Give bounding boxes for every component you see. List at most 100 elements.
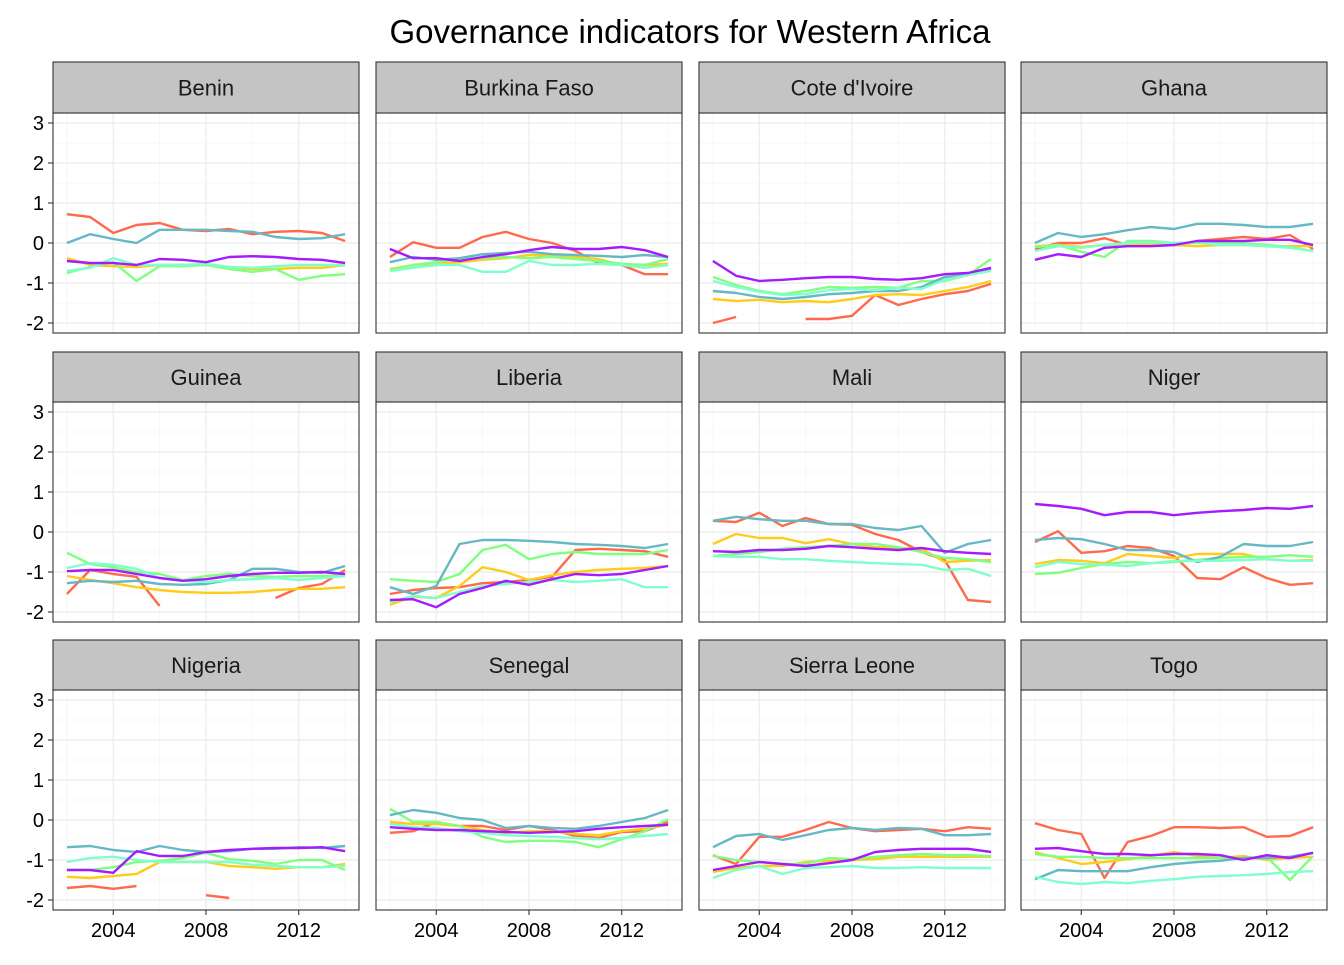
series-line-6 bbox=[1034, 502, 1314, 517]
y-tick-label: 3 bbox=[33, 113, 44, 135]
series-line-6 bbox=[1034, 846, 1314, 862]
y-tick-label: -2 bbox=[26, 602, 44, 624]
series-line-5 bbox=[712, 554, 992, 578]
facet-strip bbox=[1020, 61, 1328, 114]
facet-strip bbox=[375, 61, 683, 114]
series-line-1 bbox=[1034, 822, 1314, 880]
y-tick-label: 1 bbox=[33, 193, 44, 215]
y-tick-label: 1 bbox=[33, 770, 44, 792]
series-line-6 bbox=[66, 255, 346, 267]
facet-panel: Togo 2004 2008 2012 bbox=[1020, 639, 1328, 942]
series-line-2 bbox=[1034, 850, 1314, 866]
facet-panel: Liberia bbox=[375, 351, 683, 623]
x-tick-label: 2004 bbox=[414, 920, 459, 942]
facet-strip bbox=[1020, 351, 1328, 403]
series-line-1 bbox=[712, 282, 992, 325]
facet-strip-label: Ghana bbox=[1141, 76, 1208, 101]
series-line-5 bbox=[712, 864, 992, 880]
y-tick-label: 1 bbox=[33, 482, 44, 504]
series-line-4 bbox=[389, 250, 669, 264]
facet-strip-label: Niger bbox=[1148, 365, 1201, 390]
x-tick-label: 2008 bbox=[507, 920, 552, 942]
x-tick-label: 2004 bbox=[91, 920, 136, 942]
facet-strip bbox=[698, 639, 1006, 691]
y-tick-label: 0 bbox=[33, 233, 44, 255]
facet-panel: Guinea -2 -1 0 1 2 3 bbox=[26, 351, 360, 624]
chart-title: Governance indicators for Western Africa bbox=[390, 13, 992, 50]
facet-panel: Cote d'Ivoire bbox=[698, 61, 1006, 334]
series-line-4 bbox=[712, 267, 992, 301]
series-line-4 bbox=[389, 538, 669, 596]
series-line-2 bbox=[712, 279, 992, 304]
series-line-5 bbox=[389, 822, 669, 841]
x-tick-label: 2008 bbox=[184, 920, 229, 942]
series-line-1 bbox=[66, 884, 230, 900]
x-tick-label: 2012 bbox=[276, 920, 321, 942]
series-line-4 bbox=[66, 228, 346, 245]
facet-panel: Ghana bbox=[1020, 61, 1328, 334]
series-line-6 bbox=[712, 259, 992, 283]
facet-strip bbox=[52, 639, 360, 691]
x-tick-label: 2012 bbox=[922, 920, 967, 942]
x-tick-label: 2008 bbox=[830, 920, 875, 942]
facet-panel: Benin -2 -1 0 1 2 3 bbox=[26, 61, 360, 335]
facet-panel: Senegal 2004 2008 2012 bbox=[375, 639, 683, 942]
facet-strip-label: Mali bbox=[832, 365, 872, 390]
series-line-4 bbox=[1034, 851, 1314, 881]
x-tick-label: 2004 bbox=[1059, 920, 1104, 942]
series-line-3 bbox=[712, 542, 992, 564]
facet-strip bbox=[698, 61, 1006, 114]
y-tick-label: -2 bbox=[26, 313, 44, 335]
y-tick-label: 2 bbox=[33, 153, 44, 175]
facet-strip-label: Nigeria bbox=[171, 653, 241, 678]
series-line-6 bbox=[389, 823, 669, 834]
series-line-4 bbox=[1034, 222, 1314, 245]
y-tick-label: 3 bbox=[33, 402, 44, 424]
series-line-6 bbox=[712, 544, 992, 556]
series-line-5 bbox=[1034, 241, 1314, 253]
facet-strip-label: Togo bbox=[1150, 653, 1198, 678]
facet-strip-label: Guinea bbox=[171, 365, 243, 390]
y-tick-label: -1 bbox=[26, 273, 44, 295]
series-line-3 bbox=[389, 543, 669, 584]
series-line-6 bbox=[389, 245, 669, 263]
y-tick-label: 0 bbox=[33, 810, 44, 832]
x-tick-label: 2008 bbox=[1152, 920, 1197, 942]
series-line-5 bbox=[389, 578, 669, 604]
facet-panel: Sierra Leone 2004 2008 2012 bbox=[698, 639, 1006, 942]
series-line-5 bbox=[1034, 558, 1314, 569]
facet-panel: Mali bbox=[698, 351, 1006, 623]
series-line-5 bbox=[66, 257, 346, 273]
facet-panel: Nigeria -2 -1 0 1 2 3 2004 2008 2012 bbox=[26, 639, 360, 942]
y-tick-label: -1 bbox=[26, 850, 44, 872]
facet-strip bbox=[52, 61, 360, 114]
facet-strip bbox=[375, 639, 683, 691]
series-line-4 bbox=[712, 515, 992, 554]
facet-strip-label: Liberia bbox=[496, 365, 563, 390]
facet-panel: Niger bbox=[1020, 351, 1328, 623]
facet-strip bbox=[698, 351, 1006, 403]
series-line-4 bbox=[712, 826, 992, 849]
series-line-5 bbox=[389, 259, 669, 273]
facet-strip-label: Burkina Faso bbox=[464, 76, 594, 101]
series-line-2 bbox=[389, 820, 669, 837]
x-tick-label: 2004 bbox=[737, 920, 782, 942]
y-tick-label: 0 bbox=[33, 522, 44, 544]
facet-strip bbox=[1020, 639, 1328, 691]
y-tick-label: -1 bbox=[26, 562, 44, 584]
facet-strip-label: Cote d'Ivoire bbox=[791, 76, 914, 101]
y-tick-label: -2 bbox=[26, 890, 44, 912]
series-line-5 bbox=[1034, 870, 1314, 886]
series-line-6 bbox=[1034, 238, 1314, 261]
facet-strip-label: Senegal bbox=[489, 653, 570, 678]
series-line-6 bbox=[66, 846, 346, 874]
facet-strip bbox=[52, 351, 360, 403]
series-line-6 bbox=[389, 564, 669, 609]
series-line-6 bbox=[712, 847, 992, 872]
series-line-4 bbox=[389, 808, 669, 830]
facet-panel: Burkina Faso bbox=[375, 61, 683, 334]
series-line-3 bbox=[66, 551, 346, 582]
y-tick-label: 3 bbox=[33, 690, 44, 712]
y-tick-label: 2 bbox=[33, 730, 44, 752]
